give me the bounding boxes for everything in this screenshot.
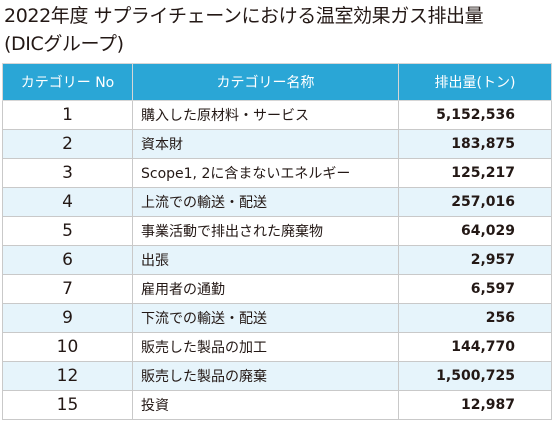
table-header-row: カテゴリー No カテゴリー名称 排出量(トン) <box>2 63 552 101</box>
category-no: 3 <box>2 158 133 188</box>
category-no: 12 <box>2 361 133 391</box>
category-no: 9 <box>2 303 133 333</box>
category-name: 資本財 <box>132 129 399 159</box>
emission-value: 5,152,536 <box>398 100 552 130</box>
emissions-table: カテゴリー No カテゴリー名称 排出量(トン) 1 購入した原材料・サービス … <box>2 63 552 420</box>
header-emissions: 排出量(トン) <box>398 63 552 101</box>
category-name: 販売した製品の加工 <box>132 332 399 362</box>
category-name: 販売した製品の廃棄 <box>132 361 399 391</box>
header-category-no: カテゴリー No <box>2 63 133 101</box>
category-no: 10 <box>2 332 133 362</box>
category-no: 4 <box>2 187 133 217</box>
emission-value: 1,500,725 <box>398 361 552 391</box>
table-row: 2 資本財 183,875 <box>2 129 552 159</box>
header-category-name: カテゴリー名称 <box>132 63 399 101</box>
category-name: 上流での輸送・配送 <box>132 187 399 217</box>
emission-value: 183,875 <box>398 129 552 159</box>
table-row: 6 出張 2,957 <box>2 245 552 275</box>
emission-value: 6,597 <box>398 274 552 304</box>
title-line-2: (DICグループ) <box>4 33 124 55</box>
category-no: 7 <box>2 274 133 304</box>
table-row: 12 販売した製品の廃棄 1,500,725 <box>2 361 552 391</box>
table-row: 9 下流での輸送・配送 256 <box>2 303 552 333</box>
category-no: 6 <box>2 245 133 275</box>
table-row: 5 事業活動で排出された廃棄物 64,029 <box>2 216 552 246</box>
page-title: 2022年度 サプライチェーンにおける温室効果ガス排出量 (DICグループ) <box>4 2 552 58</box>
category-name: Scope1, 2に含まないエネルギー <box>132 158 399 188</box>
emission-value: 257,016 <box>398 187 552 217</box>
category-name: 出張 <box>132 245 399 275</box>
emission-value: 256 <box>398 303 552 333</box>
table-row: 7 雇用者の通勤 6,597 <box>2 274 552 304</box>
table-row: 10 販売した製品の加工 144,770 <box>2 332 552 362</box>
table-row: 15 投資 12,987 <box>2 390 552 420</box>
table-row: 1 購入した原材料・サービス 5,152,536 <box>2 100 552 130</box>
category-no: 2 <box>2 129 133 159</box>
category-name: 購入した原材料・サービス <box>132 100 399 130</box>
table-row: 4 上流での輸送・配送 257,016 <box>2 187 552 217</box>
emission-value: 125,217 <box>398 158 552 188</box>
emission-value: 12,987 <box>398 390 552 420</box>
category-name: 雇用者の通勤 <box>132 274 399 304</box>
category-no: 15 <box>2 390 133 420</box>
category-name: 事業活動で排出された廃棄物 <box>132 216 399 246</box>
title-line-1: 2022年度 サプライチェーンにおける温室効果ガス排出量 <box>4 5 484 27</box>
category-name: 投資 <box>132 390 399 420</box>
category-no: 1 <box>2 100 133 130</box>
emission-value: 144,770 <box>398 332 552 362</box>
category-name: 下流での輸送・配送 <box>132 303 399 333</box>
emission-value: 64,029 <box>398 216 552 246</box>
emission-value: 2,957 <box>398 245 552 275</box>
table-row: 3 Scope1, 2に含まないエネルギー 125,217 <box>2 158 552 188</box>
category-no: 5 <box>2 216 133 246</box>
